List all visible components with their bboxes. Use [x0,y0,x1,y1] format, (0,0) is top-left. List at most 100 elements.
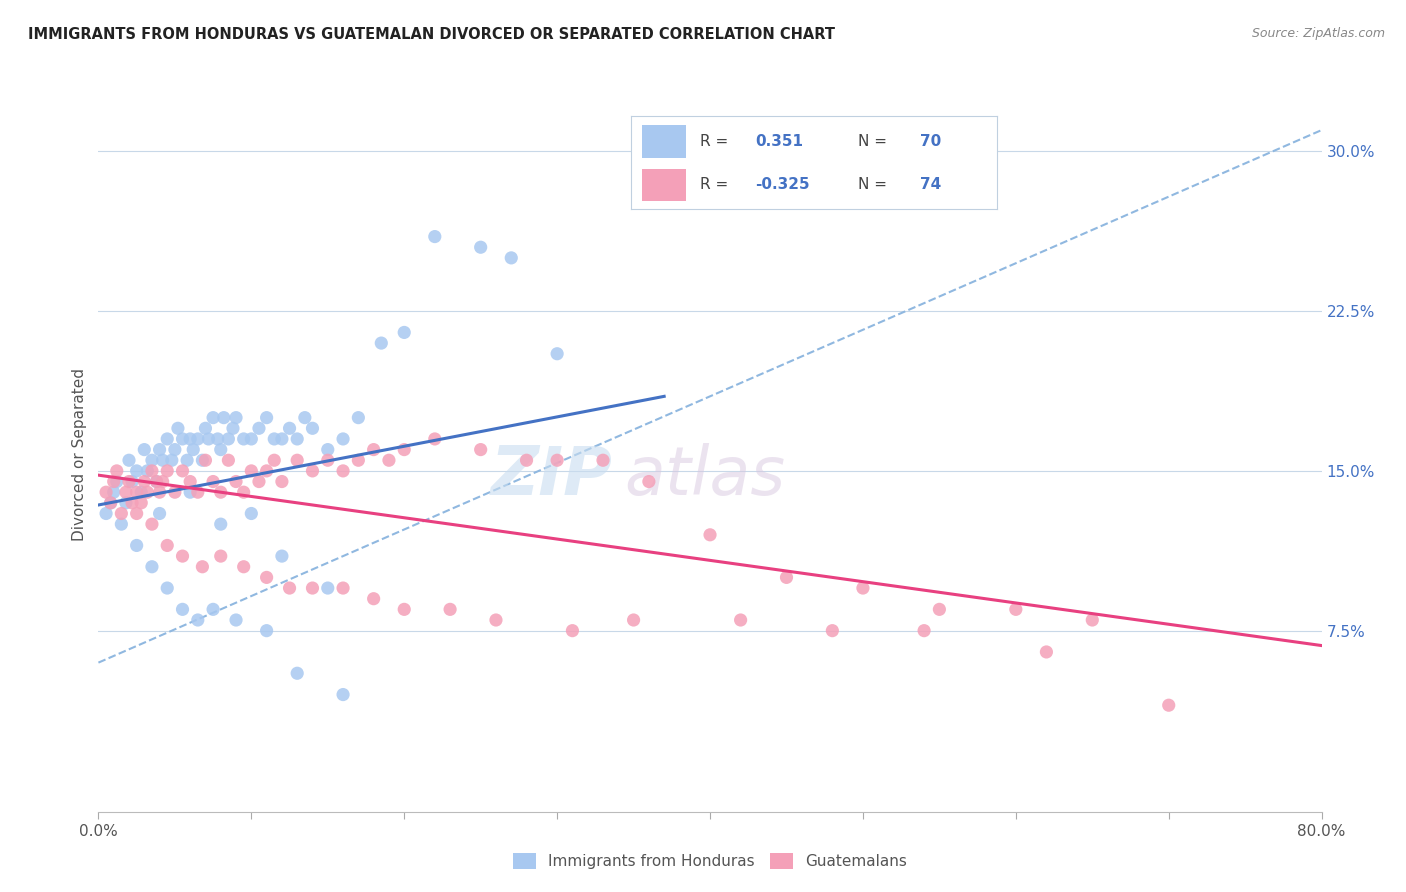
Point [136,464,159,478]
Text: IMMIGRANTS FROM HONDURAS VS GUATEMALAN DIVORCED OR SEPARATED CORRELATION CHART: IMMIGRANTS FROM HONDURAS VS GUATEMALAN D… [28,27,835,42]
Point [115,485,138,500]
Point [332,432,354,446]
Point [145,475,167,489]
Point [928,602,950,616]
Point [197,432,219,446]
Point [256,410,278,425]
Point [263,453,285,467]
Point [136,485,159,500]
Point [232,485,254,500]
FancyBboxPatch shape [641,125,686,158]
Point [561,624,583,638]
Point [191,559,214,574]
Point [439,602,461,616]
Legend: Immigrants from Honduras, Guatemalans: Immigrants from Honduras, Guatemalans [508,847,912,875]
Text: N =: N = [858,178,891,192]
Point [172,464,194,478]
Point [209,549,232,563]
Point [217,432,239,446]
Point [316,442,339,457]
Text: R =: R = [700,178,734,192]
Point [546,453,568,467]
Point [285,453,308,467]
Point [152,475,174,489]
Point [423,432,446,446]
Point [134,475,156,489]
Point [194,453,217,467]
Point [217,453,239,467]
Point [730,613,752,627]
Point [212,410,235,425]
Point [347,410,370,425]
Point [285,666,308,681]
Point [172,602,194,616]
Point [181,442,204,457]
Point [1035,645,1057,659]
Point [546,347,568,361]
Point [191,453,214,467]
Point [332,581,354,595]
Point [187,613,209,627]
Point [775,570,797,584]
Point [156,581,179,595]
Point [278,421,301,435]
Point [370,336,392,351]
Point [392,442,416,457]
Point [194,421,217,435]
Point [94,485,117,500]
Point [100,496,122,510]
Text: -0.325: -0.325 [755,178,810,192]
Text: 70: 70 [921,134,942,148]
Point [202,602,225,616]
Point [852,581,875,595]
Text: 0.351: 0.351 [755,134,803,148]
Point [240,432,263,446]
Point [179,432,201,446]
Point [141,517,163,532]
Point [256,570,278,584]
Text: Source: ZipAtlas.com: Source: ZipAtlas.com [1251,27,1385,40]
Point [392,602,416,616]
Point [485,613,508,627]
Point [1157,698,1180,713]
Point [256,624,278,638]
Point [105,464,128,478]
Point [105,475,128,489]
Point [129,485,152,500]
Point [270,432,292,446]
Point [263,432,285,446]
Point [172,432,194,446]
Point [141,464,163,478]
Point [270,475,292,489]
Point [145,475,167,489]
Point [163,485,186,500]
Y-axis label: Divorced or Separated: Divorced or Separated [72,368,87,541]
Point [225,613,247,627]
Point [363,591,385,606]
Point [240,507,263,521]
Point [247,475,270,489]
Point [301,464,323,478]
Point [294,410,316,425]
Point [110,517,132,532]
Point [160,453,183,467]
Point [156,538,179,552]
Point [256,464,278,478]
Point [152,453,174,467]
Point [176,453,198,467]
Point [125,464,148,478]
Point [172,549,194,563]
Point [179,475,201,489]
Point [118,453,141,467]
Point [222,421,245,435]
Point [125,485,148,500]
Point [592,453,614,467]
Point [202,410,225,425]
Point [285,432,308,446]
Point [187,485,209,500]
Text: R =: R = [700,134,734,148]
Point [363,442,385,457]
Point [225,410,247,425]
Text: ZIP: ZIP [491,443,612,509]
Point [301,581,323,595]
